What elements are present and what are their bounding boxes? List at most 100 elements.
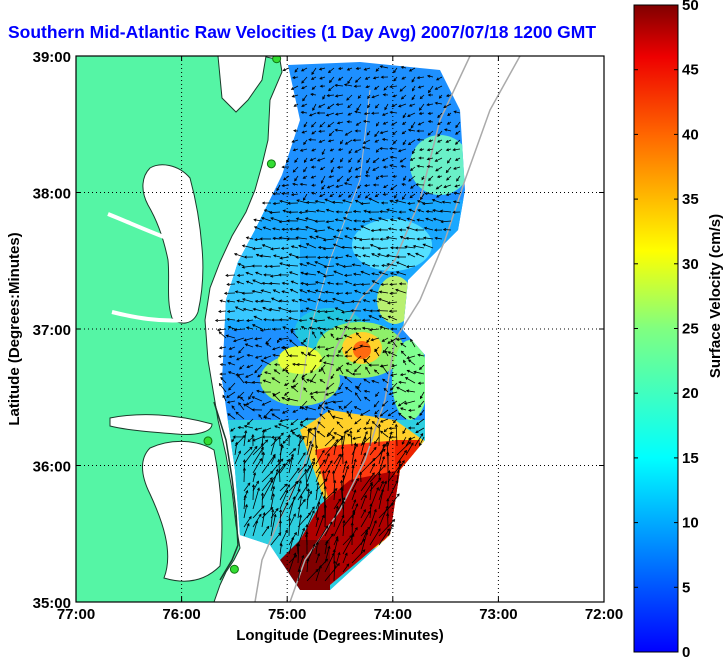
velocity-arrowhead	[426, 148, 431, 152]
velocity-arrowhead	[331, 436, 335, 440]
velocity-arrow	[381, 265, 389, 267]
velocity-arrow	[442, 201, 452, 204]
velocity-arrow	[356, 332, 362, 339]
velocity-arrowhead	[346, 433, 351, 437]
velocity-arrow	[243, 516, 252, 528]
velocity-arrow	[366, 166, 371, 174]
y-tick-label: 36:00	[33, 459, 71, 476]
velocity-arrowhead	[334, 218, 338, 222]
velocity-arrow	[345, 139, 353, 145]
velocity-arrowhead	[270, 247, 274, 251]
velocity-arrowhead	[322, 96, 326, 100]
velocity-arrowhead	[355, 122, 359, 126]
velocity-arrowhead	[302, 527, 306, 531]
velocity-arrow	[371, 337, 380, 341]
velocity-arrowhead	[338, 194, 342, 198]
velocity-arrowhead	[426, 165, 430, 169]
velocity-arrow	[236, 281, 245, 285]
velocity-arrow	[354, 290, 362, 294]
velocity-arrowhead	[309, 158, 313, 162]
velocity-arrow	[396, 271, 407, 276]
velocity-arrow	[348, 157, 353, 163]
velocity-arrowhead	[303, 387, 307, 391]
velocity-arrow	[396, 337, 407, 341]
velocity-arrow	[297, 452, 306, 465]
velocity-arrowhead	[386, 208, 390, 212]
velocity-arrowhead	[241, 265, 245, 269]
velocity-arrow	[315, 502, 320, 519]
velocity-arrow	[360, 527, 370, 537]
velocity-arrowhead	[357, 185, 361, 189]
velocity-arrowhead	[302, 498, 306, 502]
velocity-arrowhead	[316, 326, 321, 330]
velocity-arrow	[314, 319, 326, 322]
velocity-arrowhead	[305, 282, 309, 286]
velocity-arrow	[334, 326, 344, 330]
velocity-arrow	[239, 364, 245, 370]
velocity-arrowhead	[345, 254, 349, 258]
velocity-arrowhead	[333, 432, 337, 435]
velocity-arrowhead	[318, 104, 322, 108]
velocity-arrowhead	[247, 482, 251, 486]
velocity-arrowhead	[261, 390, 265, 394]
velocity-arrow	[270, 486, 275, 501]
velocity-arrow	[301, 326, 308, 330]
velocity-arrow	[301, 407, 308, 411]
velocity-arrow	[374, 85, 380, 90]
velocity-arrow	[360, 271, 371, 276]
velocity-arrowhead	[336, 178, 340, 182]
velocity-arrow	[427, 130, 434, 136]
velocity-arrowhead	[282, 326, 286, 330]
velocity-arrowhead	[319, 194, 323, 197]
velocity-arrow	[327, 282, 335, 285]
velocity-arrow	[409, 208, 416, 213]
radar-stations	[203, 56, 282, 574]
velocity-arrowhead	[370, 482, 374, 486]
velocity-arrow	[354, 418, 362, 425]
velocity-arrow	[263, 427, 272, 432]
velocity-arrow	[282, 184, 290, 187]
velocity-arrow	[272, 346, 281, 350]
velocity-arrowhead	[332, 470, 336, 474]
velocity-arrowhead	[341, 474, 345, 478]
velocity-arrow	[364, 396, 371, 402]
velocity-arrow	[360, 532, 368, 555]
velocity-arrow	[398, 148, 407, 152]
velocity-arrowhead	[316, 481, 320, 486]
velocity-arrow	[437, 112, 443, 118]
velocity-arrowhead	[218, 382, 222, 387]
velocity-arrowhead	[407, 142, 412, 146]
velocity-arrowhead	[273, 369, 277, 373]
velocity-arrow	[391, 103, 398, 107]
velocity-arrow	[324, 265, 335, 268]
velocity-arrowhead	[354, 175, 359, 179]
velocity-arrow	[338, 346, 344, 353]
velocity-arrowhead	[344, 210, 348, 214]
velocity-arrowhead	[445, 169, 449, 174]
velocity-arrowhead	[373, 520, 377, 524]
velocity-arrowhead	[318, 129, 322, 133]
velocity-arrow	[384, 103, 389, 110]
velocity-arrow	[390, 272, 398, 276]
velocity-arrow	[353, 283, 362, 286]
velocity-arrowhead	[357, 95, 361, 99]
velocity-arrow	[319, 67, 326, 70]
velocity-arrowhead	[455, 131, 459, 135]
velocity-arrow	[289, 253, 299, 258]
colorbar-tick-label: 15	[682, 450, 699, 467]
velocity-arrowhead	[319, 359, 323, 363]
velocity-arrow	[371, 229, 380, 232]
velocity-arrow	[435, 166, 443, 172]
velocity-arrowhead	[371, 379, 375, 383]
velocity-arrowhead	[314, 390, 318, 394]
velocity-arrowhead	[400, 407, 404, 411]
velocity-arrow	[325, 346, 335, 350]
velocity-arrowhead	[357, 195, 361, 199]
velocity-arrow	[227, 283, 236, 285]
velocity-arrowhead	[416, 164, 420, 168]
velocity-arrowhead	[296, 467, 300, 471]
velocity-arrowhead	[234, 306, 239, 310]
velocity-arrow	[408, 129, 416, 132]
velocity-arrowhead	[325, 392, 329, 396]
